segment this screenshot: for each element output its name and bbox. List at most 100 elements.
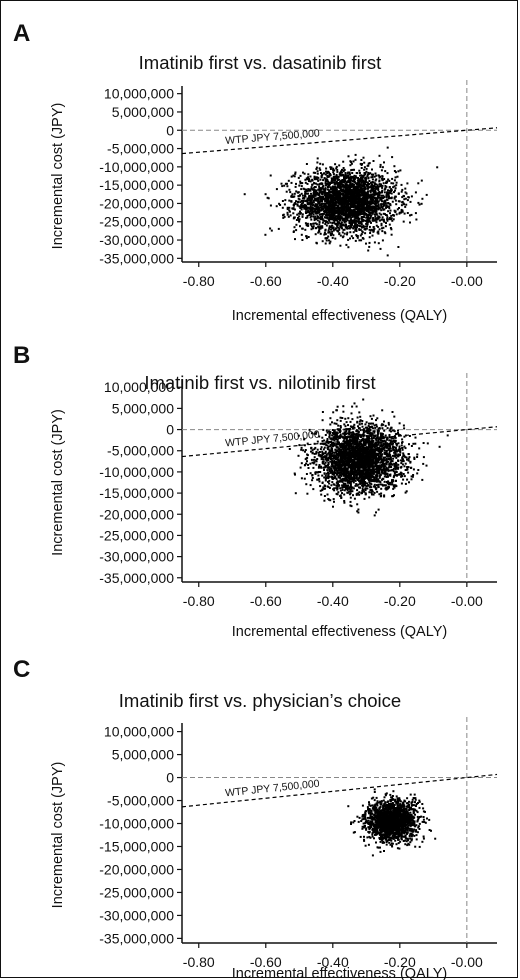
scatter-point bbox=[397, 246, 400, 248]
scatter-point bbox=[405, 456, 408, 459]
scatter-point bbox=[288, 210, 291, 213]
scatter-point bbox=[397, 460, 400, 462]
scatter-point bbox=[345, 197, 348, 200]
scatter-point bbox=[360, 167, 363, 169]
scatter-point bbox=[358, 183, 361, 186]
scatter-point bbox=[349, 198, 352, 201]
scatter-point bbox=[345, 467, 348, 470]
scatter-point bbox=[325, 216, 328, 219]
scatter-point bbox=[370, 444, 373, 447]
scatter-point bbox=[353, 218, 356, 221]
scatter-point bbox=[384, 225, 387, 228]
scatter-point bbox=[350, 186, 353, 189]
scatter-point bbox=[332, 169, 335, 171]
scatter-point bbox=[342, 174, 345, 177]
scatter-point bbox=[387, 210, 390, 213]
scatter-point bbox=[380, 432, 383, 435]
scatter-point bbox=[350, 199, 353, 202]
scatter-point bbox=[319, 217, 322, 220]
scatter-point bbox=[293, 208, 296, 211]
scatter-point bbox=[360, 217, 363, 220]
scatter-point bbox=[349, 181, 352, 184]
scatter-point bbox=[306, 222, 309, 225]
scatter-point bbox=[333, 444, 336, 447]
scatter-point bbox=[398, 212, 401, 215]
scatter-point bbox=[400, 475, 403, 478]
scatter-point bbox=[315, 463, 318, 466]
scatter-point bbox=[364, 219, 367, 222]
scatter-point bbox=[381, 427, 384, 430]
scatter-point bbox=[368, 180, 371, 182]
scatter-point bbox=[333, 489, 336, 492]
scatter-point bbox=[346, 176, 349, 178]
scatter-point bbox=[393, 170, 396, 172]
scatter-point bbox=[370, 489, 373, 491]
scatter-point bbox=[362, 204, 365, 206]
scatter-point bbox=[346, 486, 349, 489]
scatter-point bbox=[375, 484, 378, 487]
scatter-point bbox=[316, 219, 319, 222]
scatter-point bbox=[361, 487, 364, 490]
scatter-point bbox=[325, 239, 328, 242]
scatter-point bbox=[385, 185, 388, 188]
y-tick-label: 5,000,000 bbox=[112, 104, 174, 120]
y-tick-label: 10,000,000 bbox=[104, 86, 174, 102]
scatter-point bbox=[336, 179, 339, 182]
scatter-point bbox=[294, 238, 296, 241]
scatter-point bbox=[345, 429, 348, 432]
scatter-point bbox=[369, 216, 372, 219]
scatter-point bbox=[348, 188, 351, 191]
scatter-point bbox=[392, 495, 394, 498]
scatter-point bbox=[329, 187, 332, 190]
scatter-point bbox=[304, 181, 307, 184]
scatter-point bbox=[353, 178, 356, 180]
scatter-point bbox=[377, 439, 380, 442]
scatter-point bbox=[364, 200, 367, 203]
scatter-point bbox=[355, 477, 358, 480]
scatter-point bbox=[358, 192, 361, 195]
scatter-point bbox=[327, 193, 330, 196]
scatter-point bbox=[373, 191, 376, 194]
scatter-point bbox=[319, 232, 322, 235]
scatter-point bbox=[342, 190, 345, 193]
scatter-point bbox=[340, 453, 343, 456]
scatter-point bbox=[292, 174, 295, 177]
scatter-point bbox=[344, 180, 347, 183]
scatter-point bbox=[370, 205, 373, 208]
scatter-point bbox=[365, 222, 368, 225]
scatter-point bbox=[418, 203, 421, 206]
scatter-point bbox=[303, 172, 306, 175]
scatter-point bbox=[329, 183, 331, 186]
scatter-point bbox=[389, 439, 392, 442]
scatter-point bbox=[311, 449, 314, 452]
x-axis-label: Incremental effectiveness (QALY) bbox=[232, 308, 447, 324]
scatter-point bbox=[341, 219, 344, 221]
scatter-point bbox=[364, 177, 367, 180]
scatter-point bbox=[305, 206, 308, 209]
scatter-point bbox=[344, 442, 347, 445]
scatter-point bbox=[317, 454, 320, 457]
scatter-point bbox=[379, 483, 382, 486]
scatter-point bbox=[343, 477, 346, 480]
scatter-point bbox=[306, 176, 309, 179]
scatter-point bbox=[409, 214, 411, 217]
scatter-point bbox=[286, 182, 288, 185]
scatter-point bbox=[333, 181, 336, 184]
scatter-point bbox=[372, 207, 374, 210]
scatter-point bbox=[390, 228, 393, 231]
scatter-point bbox=[367, 435, 370, 438]
scatter-point bbox=[353, 426, 356, 429]
scatter-point bbox=[317, 231, 320, 234]
scatter-point bbox=[328, 213, 331, 216]
scatter-point bbox=[373, 208, 376, 211]
scatter-point bbox=[327, 472, 330, 475]
scatter-point bbox=[358, 185, 361, 188]
scatter-point bbox=[306, 198, 309, 201]
scatter-point bbox=[308, 189, 311, 192]
scatter-point bbox=[339, 234, 342, 237]
scatter-point bbox=[384, 202, 387, 205]
scatter-point bbox=[286, 213, 289, 216]
scatter-point bbox=[332, 176, 335, 179]
scatter-point bbox=[368, 430, 371, 433]
scatter-point bbox=[310, 192, 312, 195]
